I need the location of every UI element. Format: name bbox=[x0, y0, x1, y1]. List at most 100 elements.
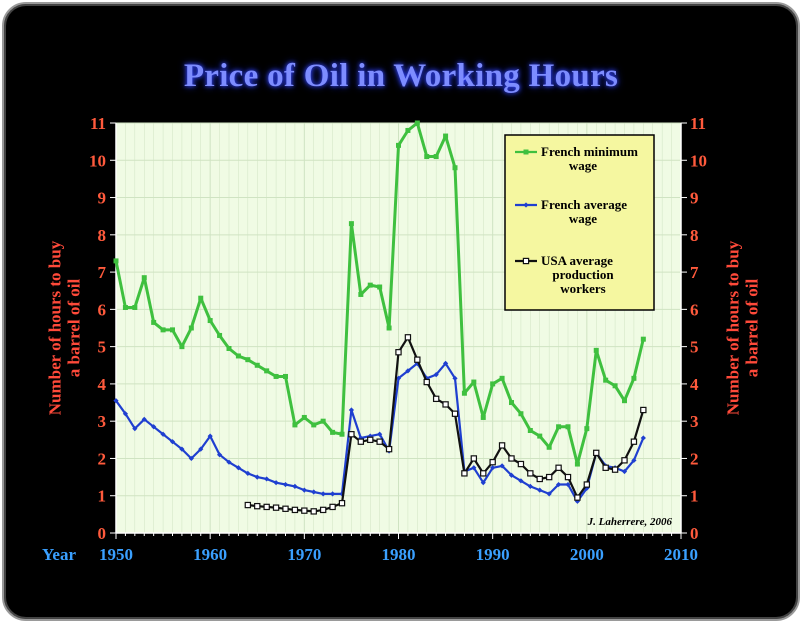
data-point bbox=[612, 383, 618, 389]
data-point bbox=[188, 325, 194, 331]
data-point bbox=[292, 483, 298, 490]
data-point bbox=[631, 375, 637, 381]
series-usa-average-production-workers bbox=[244, 334, 647, 515]
data-point bbox=[122, 411, 129, 417]
data-point bbox=[320, 418, 326, 424]
chart-title: Price of Oil in Working Hours bbox=[183, 58, 619, 94]
data-point bbox=[216, 452, 223, 458]
legend-label: workers bbox=[560, 281, 606, 296]
y-axis-title-right: Number of hours to buy a barrel of oil bbox=[724, 240, 762, 415]
data-point bbox=[443, 133, 449, 139]
credit-text: J. Laherrere, 2006 bbox=[587, 516, 673, 528]
legend-label: French minimum bbox=[541, 144, 638, 159]
legend-label: French average bbox=[541, 197, 627, 212]
data-point bbox=[282, 505, 289, 512]
data-point bbox=[640, 406, 647, 414]
y-tick-label-left: 9 bbox=[98, 189, 107, 208]
y-tick-label-right: 0 bbox=[690, 524, 699, 543]
data-point bbox=[113, 258, 119, 264]
y-axis-title-line: Number of hours to buy bbox=[46, 240, 65, 415]
data-point bbox=[329, 491, 336, 497]
data-point bbox=[603, 377, 609, 383]
data-point bbox=[480, 480, 486, 486]
data-point bbox=[338, 499, 346, 507]
y-axis-title-line: a barrel of oil bbox=[65, 279, 84, 378]
data-point bbox=[517, 460, 525, 468]
x-tick-label: 2000 bbox=[570, 545, 604, 564]
data-point bbox=[564, 473, 572, 481]
y-tick-label-right: 1 bbox=[690, 487, 699, 506]
data-point bbox=[263, 503, 270, 511]
data-point bbox=[556, 424, 562, 430]
legend-label: wage bbox=[569, 158, 597, 173]
data-point bbox=[348, 431, 355, 438]
data-point bbox=[217, 332, 223, 338]
data-point bbox=[160, 431, 166, 437]
data-point bbox=[537, 487, 543, 493]
legend-label: USA average bbox=[541, 253, 613, 268]
data-point bbox=[179, 344, 185, 350]
series-french-minimum-wage bbox=[113, 120, 646, 467]
data-point bbox=[583, 481, 591, 488]
data-point bbox=[574, 494, 581, 501]
data-point bbox=[235, 353, 241, 359]
data-point bbox=[113, 398, 119, 404]
data-point bbox=[508, 455, 515, 462]
y-tick-label-right: 6 bbox=[690, 300, 699, 319]
data-point bbox=[432, 395, 440, 403]
data-point bbox=[405, 368, 411, 374]
data-point bbox=[584, 485, 590, 491]
data-point bbox=[264, 476, 270, 482]
y-tick-label-right: 5 bbox=[690, 338, 699, 357]
data-point bbox=[377, 284, 383, 290]
data-point bbox=[574, 461, 580, 467]
data-point bbox=[470, 455, 478, 462]
data-point bbox=[132, 305, 138, 310]
data-point bbox=[442, 360, 449, 367]
data-point bbox=[480, 470, 487, 477]
y-tick-label-left: 0 bbox=[98, 524, 107, 543]
data-point bbox=[584, 426, 590, 432]
y-tick-label-left: 10 bbox=[89, 151, 106, 170]
data-point bbox=[631, 457, 637, 463]
data-point bbox=[480, 414, 486, 420]
data-point bbox=[527, 483, 533, 490]
data-point bbox=[132, 426, 138, 432]
y-tick-label-right: 3 bbox=[690, 412, 699, 431]
data-point bbox=[291, 506, 299, 514]
data-point bbox=[207, 318, 213, 324]
data-point bbox=[490, 381, 496, 387]
data-point bbox=[244, 501, 252, 509]
data-point bbox=[523, 149, 529, 155]
data-point bbox=[207, 433, 213, 439]
data-point bbox=[555, 464, 562, 471]
data-point bbox=[424, 154, 430, 160]
data-point bbox=[518, 411, 524, 417]
data-point bbox=[621, 468, 628, 475]
data-point bbox=[452, 375, 458, 381]
y-tick-label-right: 9 bbox=[690, 189, 699, 208]
x-tick-label: 1950 bbox=[99, 545, 133, 564]
data-point bbox=[499, 375, 505, 381]
y-tick-label-right: 10 bbox=[690, 151, 707, 170]
series-layer bbox=[113, 120, 647, 515]
data-point bbox=[273, 480, 279, 486]
data-point bbox=[283, 373, 288, 379]
data-point bbox=[367, 436, 374, 444]
data-point bbox=[555, 481, 562, 488]
data-point bbox=[461, 470, 468, 477]
data-point bbox=[523, 202, 529, 208]
data-point bbox=[640, 435, 646, 441]
data-point bbox=[301, 487, 307, 493]
data-point bbox=[565, 424, 571, 430]
x-tick-label: 1970 bbox=[287, 545, 321, 564]
data-point bbox=[245, 470, 251, 476]
y-tick-label-left: 3 bbox=[98, 412, 107, 431]
data-point bbox=[235, 465, 242, 471]
data-point bbox=[264, 368, 270, 374]
data-point bbox=[490, 465, 496, 471]
data-point bbox=[622, 398, 627, 404]
data-point bbox=[320, 491, 326, 497]
data-point bbox=[311, 422, 317, 428]
data-point bbox=[179, 446, 185, 452]
